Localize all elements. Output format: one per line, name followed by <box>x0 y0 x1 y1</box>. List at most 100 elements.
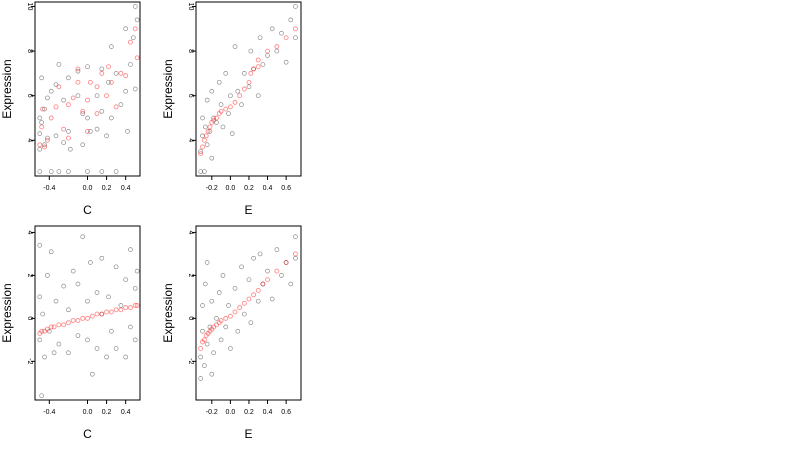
fitted-point <box>265 277 270 283</box>
observed-point <box>214 120 219 125</box>
observed-point <box>228 93 233 99</box>
observed-point <box>202 124 208 130</box>
observed-point <box>288 17 294 23</box>
observed-point <box>123 277 129 283</box>
observed-point <box>123 354 129 360</box>
observed-point <box>128 324 133 330</box>
x-tick-label: 0.4 <box>263 185 273 192</box>
fitted-point <box>44 137 50 143</box>
y-axis-title: Expression <box>161 283 175 342</box>
observed-point <box>239 264 244 270</box>
observed-point <box>75 68 81 74</box>
observed-point <box>216 79 222 85</box>
x-tick-label: 0.0 <box>83 409 93 416</box>
fitted-point <box>85 128 90 134</box>
fitted-point <box>232 309 238 315</box>
fitted-point <box>248 70 254 76</box>
observed-point <box>232 44 238 49</box>
observed-point <box>66 307 71 313</box>
fitted-point <box>216 320 222 326</box>
observed-point <box>94 126 100 132</box>
observed-point <box>202 363 207 368</box>
fitted-point <box>94 84 100 90</box>
observed-point <box>132 285 138 291</box>
fitted-point <box>70 95 76 101</box>
observed-point <box>99 108 105 114</box>
fitted-point <box>118 70 124 76</box>
observed-point <box>94 93 100 99</box>
observed-point <box>46 328 52 334</box>
fitted-point <box>218 318 224 323</box>
observed-point <box>45 95 50 101</box>
observed-point <box>94 346 100 351</box>
observed-point <box>99 66 105 72</box>
observed-point <box>37 337 43 343</box>
panel-2: -0.2 0.0 0.2 0.4 0.6 4 6 8 10 E Expression <box>161 1 302 217</box>
observed-point <box>130 35 136 41</box>
observed-point <box>202 281 208 287</box>
observed-point <box>132 4 138 9</box>
observed-point <box>88 129 93 134</box>
fitted-point <box>37 142 43 148</box>
observed-point <box>53 133 59 139</box>
observed-point <box>211 350 217 356</box>
observed-point <box>204 341 210 347</box>
fitted-point <box>75 318 81 323</box>
x-tick-label: 0.4 <box>263 409 273 416</box>
observed-point <box>260 62 266 67</box>
observed-point <box>257 251 263 257</box>
x-tick-label: 0.0 <box>226 409 236 416</box>
observed-point <box>265 53 270 58</box>
fitted-point <box>246 296 252 302</box>
fitted-point <box>265 48 270 54</box>
fitted-point <box>134 55 140 61</box>
x-tick-label: 0.0 <box>83 185 93 192</box>
observed-point <box>118 102 124 107</box>
observed-point <box>61 140 66 145</box>
observed-point <box>279 273 284 278</box>
fitted-point <box>203 133 209 139</box>
observed-point <box>207 129 213 134</box>
fitted-point <box>237 305 243 311</box>
observed-point <box>293 35 298 41</box>
observed-point <box>104 133 109 139</box>
fitted-point <box>104 93 110 99</box>
observed-point <box>75 281 81 287</box>
y-tick-label: -2 <box>26 358 33 364</box>
fitted-point <box>118 307 124 313</box>
observed-point <box>216 290 222 295</box>
observed-point <box>218 337 224 343</box>
x-tick-label: 0.2 <box>102 185 112 192</box>
y-tick-label: 4 <box>187 230 194 234</box>
fitted-point <box>292 251 298 257</box>
fitted-point <box>80 108 86 114</box>
fitted-point <box>85 97 90 103</box>
observed-point <box>70 268 76 274</box>
x-tick-label: 0.6 <box>281 409 291 416</box>
fitted-point <box>53 104 59 110</box>
observed-point <box>113 71 119 76</box>
fitted-point <box>246 79 252 85</box>
x-tick-label: 0.4 <box>121 185 131 192</box>
observed-point <box>85 337 90 343</box>
observed-point <box>209 88 215 94</box>
fitted-point <box>241 300 247 306</box>
fitted-point <box>37 330 43 336</box>
fitted-point <box>283 260 289 265</box>
observed-point <box>198 149 203 154</box>
observed-point <box>132 337 138 343</box>
fitted-point <box>61 126 67 132</box>
x-tick-label: -0.2 <box>206 409 218 416</box>
observed-point <box>134 17 140 23</box>
fitted-point <box>209 120 215 125</box>
fitted-point <box>232 99 238 105</box>
panel-1: -0.4 0.0 0.2 0.4 4 6 8 10 C Expression <box>0 1 141 217</box>
observed-point <box>113 169 119 174</box>
observed-point <box>235 88 241 94</box>
observed-point <box>48 169 54 174</box>
observed-point <box>106 294 111 300</box>
fitted-point <box>70 318 76 323</box>
y-tick-label: 6 <box>187 94 194 98</box>
observed-point <box>251 255 256 261</box>
fitted-point <box>99 311 105 317</box>
